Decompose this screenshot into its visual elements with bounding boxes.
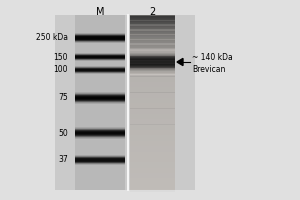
Text: 2: 2: [149, 7, 155, 17]
Text: Brevican: Brevican: [192, 66, 225, 74]
Bar: [75, 15, 125, 190]
Text: 75: 75: [58, 94, 68, 102]
Text: 37: 37: [58, 156, 68, 164]
Text: 150: 150: [53, 52, 68, 62]
Text: ~ 140 kDa: ~ 140 kDa: [192, 53, 233, 62]
Text: 50: 50: [58, 129, 68, 138]
Text: M: M: [96, 7, 104, 17]
Text: 100: 100: [53, 66, 68, 74]
Bar: [55, 15, 195, 190]
Polygon shape: [177, 58, 183, 66]
Bar: [130, 15, 175, 190]
Text: 250 kDa: 250 kDa: [36, 33, 68, 43]
